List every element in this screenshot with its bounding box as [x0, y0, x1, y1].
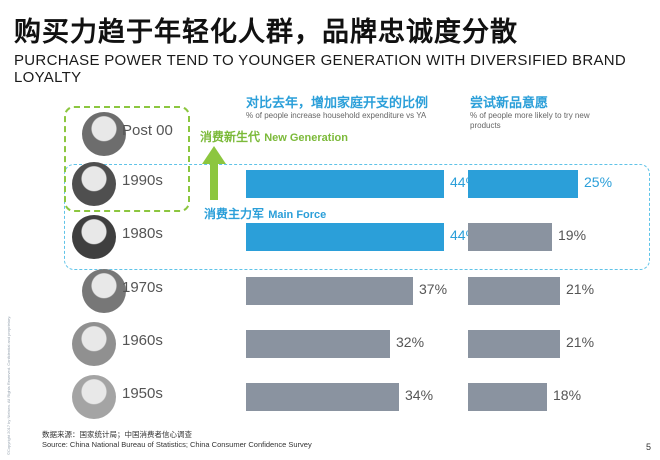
avatar-post-00: [82, 112, 126, 156]
chart2-bar-1980s: [468, 223, 552, 251]
new-generation-highlight-box: [64, 106, 190, 212]
chart1-subtitle: % of people increase household expenditu…: [246, 111, 427, 120]
avatar-1990s: [72, 162, 116, 206]
avatar-1970s: [82, 269, 126, 313]
chart2-bar-1990s: [468, 170, 578, 198]
row-label-post-00: Post 00: [122, 122, 173, 139]
page-number: 5: [646, 442, 652, 452]
chart2-value-label-1970s: 21%: [566, 281, 595, 297]
new-generation-label-en: New Generation: [264, 132, 348, 144]
chart1-value-label-1970s: 37%: [419, 281, 448, 297]
new-generation-label: 消费新生代 New Generation: [200, 128, 348, 145]
row-label-1990s: 1990s: [122, 172, 163, 189]
chart2-value-label-1960s: 21%: [566, 334, 595, 350]
row-label-1950s: 1950s: [122, 385, 163, 402]
chart1-bar-1980s: [246, 223, 444, 251]
chart2-bar-1960s: [468, 330, 560, 358]
chart1-value-label-1960s: 32%: [396, 334, 425, 350]
source-note: 数据来源：国家统计局；中国消费者信心调查 Source: China Natio…: [42, 430, 312, 450]
arrow-up-stem: [210, 164, 218, 200]
chart2-value-label-1950s: 18%: [553, 387, 582, 403]
chart1-value-label-1950s: 34%: [405, 387, 434, 403]
main-force-label-cn: 消费主力军: [204, 207, 265, 221]
source-line-en: Source: China National Bureau of Statist…: [42, 440, 312, 449]
source-line-cn: 数据来源：国家统计局；中国消费者信心调查: [42, 430, 192, 439]
chart1-bar-1950s: [246, 383, 399, 411]
chart1-bar-1970s: [246, 277, 413, 305]
avatar-1980s: [72, 215, 116, 259]
page-subtitle: PURCHASE POWER TEND TO YOUNGER GENERATIO…: [14, 52, 627, 86]
row-label-1980s: 1980s: [122, 225, 163, 242]
row-label-1970s: 1970s: [122, 279, 163, 296]
chart1-bar-1990s: [246, 170, 444, 198]
chart1-title: 对比去年，增加家庭开支的比例: [246, 96, 429, 111]
chart2-title: 尝试新品意愿: [470, 96, 549, 111]
arrow-up-icon: [202, 146, 226, 164]
avatar-1960s: [72, 322, 116, 366]
row-label-1960s: 1960s: [122, 332, 163, 349]
main-force-label: 消费主力军 Main Force: [204, 205, 326, 222]
avatar-1950s: [72, 375, 116, 419]
page-title: 购买力趋于年轻化人群，品牌忠诚度分散: [14, 17, 518, 48]
copyright-note: ©Copyright 2017 by Nielsen. All Rights R…: [6, 315, 11, 455]
chart2-subtitle: % of people more likely to try new produ…: [470, 111, 590, 130]
new-generation-label-cn: 消费新生代: [200, 130, 261, 144]
chart2-bar-1970s: [468, 277, 560, 305]
chart1-bar-1960s: [246, 330, 390, 358]
main-force-highlight-box: [64, 164, 650, 270]
chart2-bar-1950s: [468, 383, 547, 411]
chart2-value-label-1990s: 25%: [584, 174, 613, 190]
chart2-value-label-1980s: 19%: [558, 227, 587, 243]
main-force-label-en: Main Force: [268, 209, 327, 221]
